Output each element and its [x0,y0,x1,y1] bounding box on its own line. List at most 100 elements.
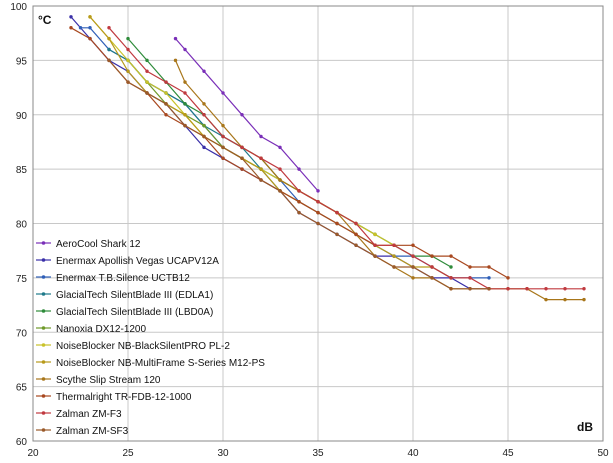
legend-swatch-marker [41,326,46,330]
legend-swatch-marker [41,377,46,381]
legend-label: NoiseBlocker NB-MultiFrame S-Series M12-… [56,358,265,369]
data-point [88,15,92,19]
data-point [259,156,263,160]
legend-label: Nanoxia DX12-1200 [56,324,146,335]
data-point [221,145,225,150]
legend-label: Enermax Apollish Vegas UCAPV12A [56,256,219,267]
data-point [582,287,586,291]
data-point [297,200,301,204]
legend-label: Enermax T.B.Silence UCTB12 [56,273,190,284]
data-point [278,178,282,182]
x-axis-label: dB [577,420,593,434]
y-tick-label: 60 [16,437,28,448]
data-point [145,91,149,95]
data-point [354,243,358,247]
legend-item: NoiseBlocker NB-MultiFrame S-Series M12-… [36,358,265,369]
data-point [392,265,396,269]
data-point [202,113,206,117]
data-point [582,297,586,302]
data-point [525,287,529,291]
data-point [221,123,225,128]
data-point [145,69,149,73]
data-point [430,276,434,280]
y-tick-label: 85 [16,165,28,176]
legend-swatch-marker [41,428,46,432]
data-point [259,178,263,182]
data-point [183,123,187,128]
data-point [126,80,130,84]
data-point [392,254,396,258]
data-point [202,102,206,106]
data-point [411,265,415,269]
data-point [183,102,187,106]
data-point [354,232,358,237]
data-point [259,167,263,171]
series-layer [69,15,586,302]
data-point [173,58,178,63]
data-point [221,91,225,95]
data-point [316,200,320,204]
data-point [487,265,491,269]
data-point [78,26,83,30]
plot-frame [32,5,604,442]
legend-swatch-marker [41,394,46,398]
data-point [544,287,548,291]
data-point [430,254,434,258]
data-point [240,167,244,171]
legend-swatch-marker [41,343,46,347]
data-point [335,221,339,226]
legend-label: Zalman ZM-SF3 [56,426,129,437]
series [107,58,491,291]
x-tick-label: 20 [27,448,39,459]
legend-item: AeroCool Shark 12 [36,239,141,250]
data-point [297,167,301,171]
data-point [373,254,377,258]
data-point [487,276,491,280]
data-point [449,254,453,258]
data-point [221,156,225,160]
data-point [468,265,472,269]
legend-label: Thermalright TR-FDB-12-1000 [56,392,192,403]
data-point [202,69,206,73]
data-point [373,232,377,237]
legend-item: Thermalright TR-FDB-12-1000 [36,392,192,403]
data-point [449,276,453,280]
data-point [183,47,187,52]
y-tick-label: 100 [10,2,27,13]
legend-swatch-marker [41,360,46,364]
data-point [430,265,434,269]
data-point [107,36,111,41]
data-point [126,69,130,73]
legend-swatch-marker [41,411,46,415]
y-tick-label: 90 [16,111,28,122]
legend-swatch-marker [41,309,46,313]
series [173,36,320,193]
data-point [506,287,510,291]
data-point [278,189,282,193]
legend-swatch-marker [41,241,46,245]
data-point [183,80,187,84]
x-tick-label: 30 [217,448,229,459]
legend-label: Scythe Slip Stream 120 [56,375,161,386]
legend-label: AeroCool Shark 12 [56,239,141,250]
data-point [297,210,301,215]
y-axis-label: °C [38,13,52,27]
data-point [164,102,168,106]
data-point [354,221,358,226]
data-point [69,15,73,19]
y-tick-label: 70 [16,328,28,339]
legend: AeroCool Shark 12 Enermax Apollish Vegas … [36,239,265,437]
data-point [563,297,567,302]
legend-label: NoiseBlocker NB-BlackSilentPRO PL-2 [56,341,230,352]
series-line [108,27,584,290]
legend-label: GlacialTech SilentBlade III (EDLA1) [56,290,213,301]
data-point [107,58,111,63]
x-tick-label: 25 [122,448,134,459]
x-tick-label: 50 [597,448,609,459]
legend-item: Zalman ZM-F3 [36,409,122,420]
legend-item: Enermax T.B.Silence UCTB12 [36,273,190,284]
data-point [487,287,491,291]
data-point [88,26,92,30]
data-point [373,243,377,247]
